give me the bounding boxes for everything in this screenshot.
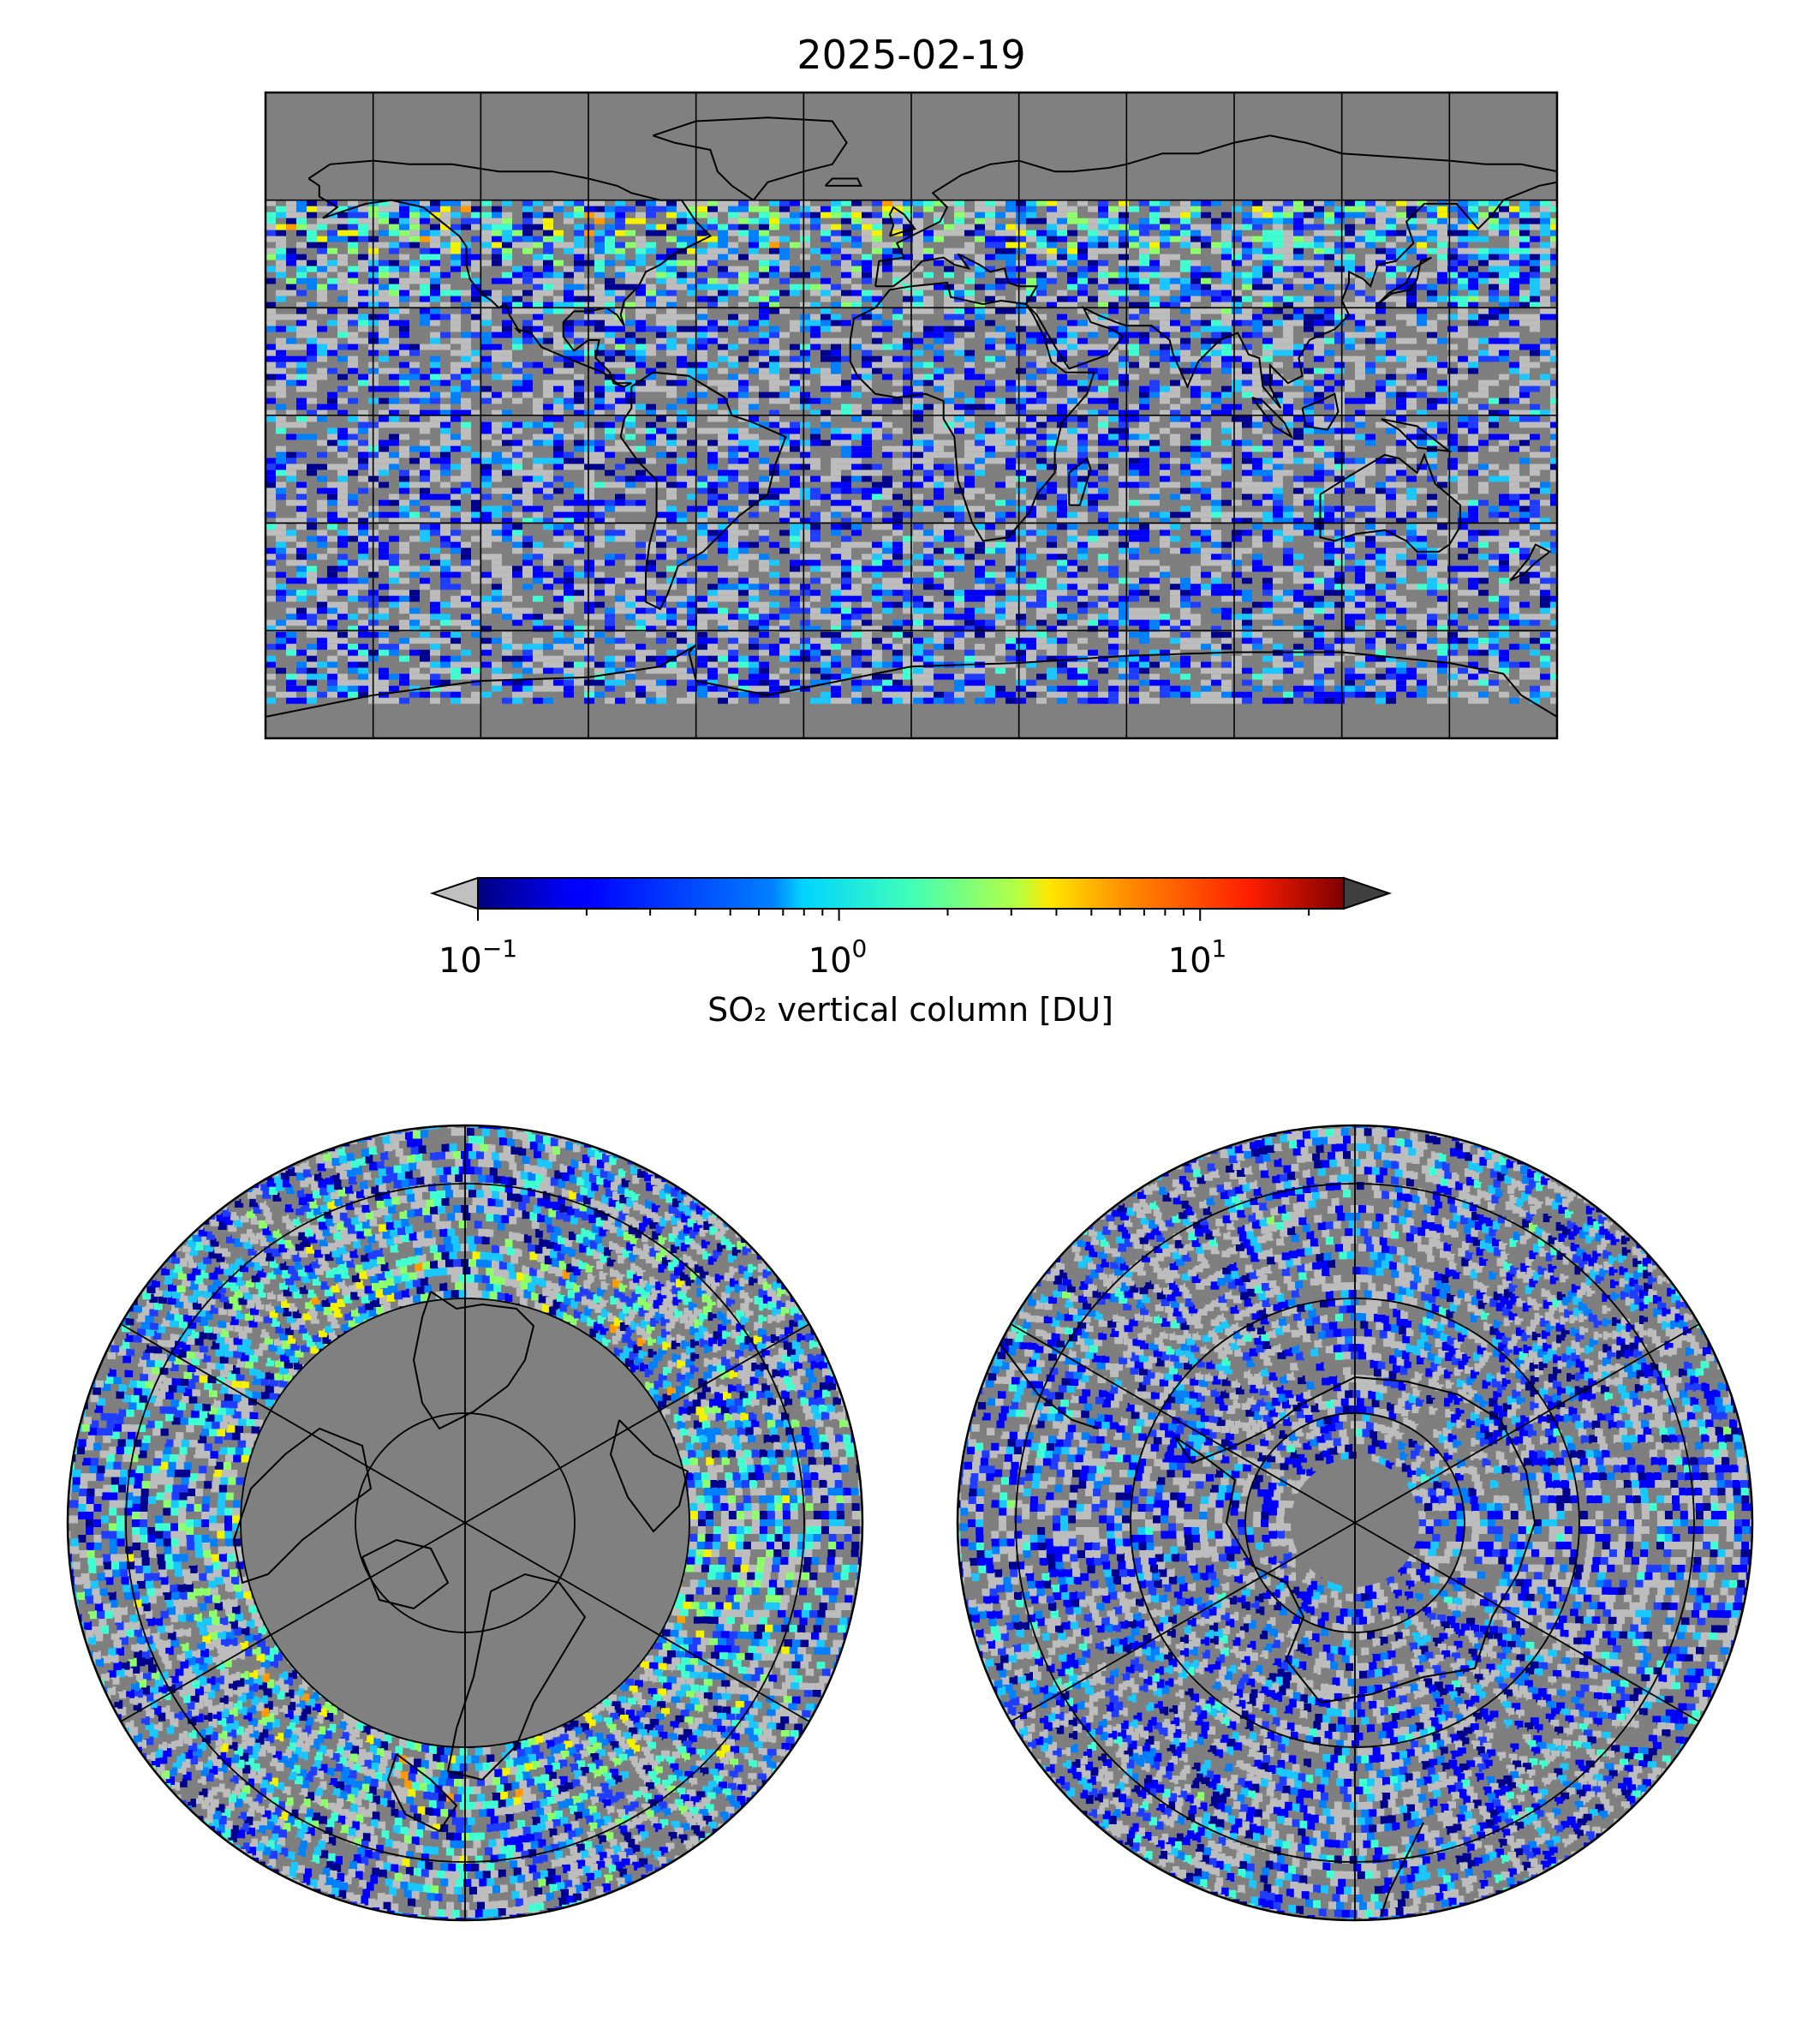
south-polar-data-field [958, 1125, 1752, 1920]
global-gridlines [266, 92, 1557, 738]
figure-title: 2025-02-19 [797, 32, 1025, 78]
colorbar-tick-label-1: 100 [809, 934, 868, 981]
colorbar-under-extension [429, 876, 479, 910]
south-polar-gridlines [1005, 1125, 1704, 1920]
north-polar-gridlines [116, 1125, 815, 1920]
north-polar-map [66, 1124, 864, 1922]
south-polar-map [956, 1124, 1754, 1922]
colorbar-gradient [477, 877, 1345, 910]
global-map [264, 91, 1559, 740]
north-polar-frame [66, 1124, 864, 1922]
colorbar-ticks [477, 909, 1310, 921]
colorbar-tick-label-0: 10−1 [439, 934, 517, 981]
colorbar-tick-label-2: 101 [1168, 934, 1227, 981]
south-polar-coastlines [986, 1325, 1537, 1918]
colorbar-over-extension [1343, 876, 1393, 910]
global-data-field [266, 200, 1557, 704]
colorbar: 10−1 100 101 SO₂ vertical column [DU] [429, 876, 1393, 1029]
south-polar-frame [956, 1124, 1754, 1922]
global-map-frame [264, 91, 1559, 740]
colorbar-label: SO₂ vertical column [DU] [707, 991, 1113, 1029]
north-polar-coastlines [232, 1291, 689, 1833]
